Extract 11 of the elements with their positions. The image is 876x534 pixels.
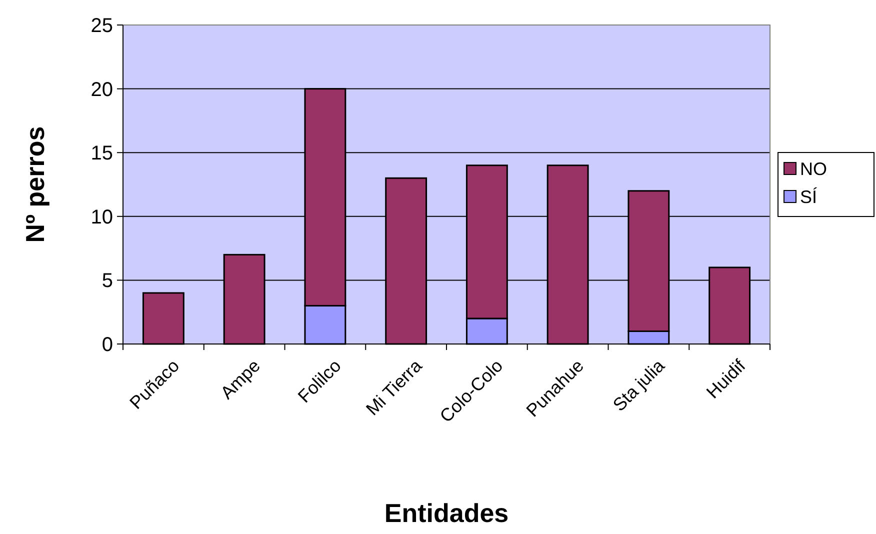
y-tick-label: 20 — [90, 78, 113, 101]
legend-label: SÍ — [800, 186, 818, 207]
y-tick-label: 0 — [102, 334, 113, 356]
x-tick-label: Sta julia — [608, 354, 670, 416]
x-axis-title: Entidades — [384, 498, 509, 528]
y-tick-label: 15 — [90, 142, 113, 165]
y-axis-title: Nº perros — [20, 126, 50, 243]
y-tick-label: 25 — [90, 15, 113, 37]
y-tick-label: 10 — [90, 206, 113, 228]
y-tick-label: 5 — [102, 270, 113, 292]
legend-label: NO — [800, 158, 827, 179]
